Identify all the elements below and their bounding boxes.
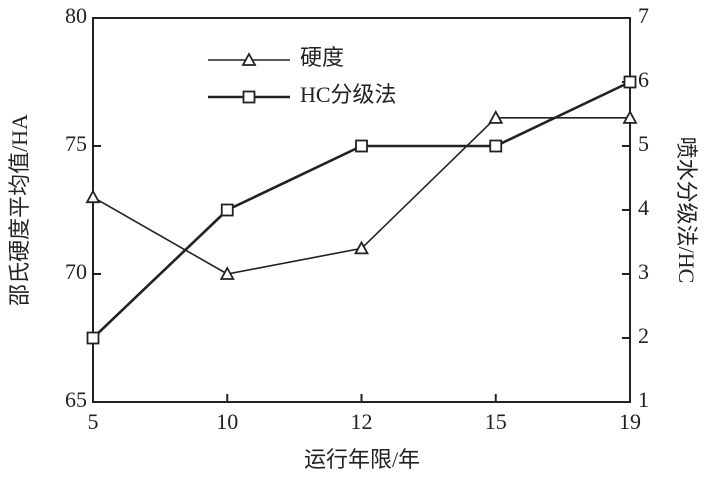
y-tick-label: 65: [65, 387, 87, 412]
y2-tick-label: 6: [638, 67, 649, 92]
legend-marker: [241, 52, 257, 66]
square-marker: [220, 203, 234, 217]
y2-tick-label: 7: [638, 3, 649, 28]
x-tick-label: 10: [216, 409, 238, 434]
y2-tick-label: 3: [638, 259, 649, 284]
y-tick-label: 75: [65, 131, 87, 156]
legend-label: 硬度: [300, 45, 344, 70]
square-marker: [623, 75, 637, 89]
y2-tick-label: 1: [638, 387, 649, 412]
square-marker: [489, 139, 503, 153]
x-tick-label: 5: [88, 409, 99, 434]
triangle-marker: [488, 109, 504, 124]
triangle-marker: [353, 240, 370, 255]
legend-marker: [242, 90, 256, 104]
legend-label: HC分级法: [300, 82, 397, 107]
y2-tick-label: 5: [638, 131, 649, 156]
triangle-marker: [219, 266, 235, 280]
x-tick-label: 15: [485, 409, 507, 434]
y-axis-label: 邵氏硬度平均值/HA: [7, 114, 32, 306]
y-tick-label: 70: [65, 259, 87, 284]
triangle-marker: [622, 109, 638, 124]
plot-frame: [92, 17, 631, 403]
y2-axis-label: 喷水分级法/HC: [674, 137, 699, 284]
series-line: [92, 80, 631, 339]
triangle-marker: [85, 189, 101, 204]
square-marker: [86, 331, 100, 345]
x-tick-label: 19: [619, 409, 641, 434]
square-marker: [355, 139, 368, 153]
y2-tick-label: 4: [638, 195, 649, 220]
x-tick-label: 12: [351, 409, 373, 434]
y-tick-label: 80: [65, 3, 87, 28]
x-axis-label: 运行年限/年: [304, 447, 420, 472]
y2-tick-label: 2: [638, 323, 649, 348]
